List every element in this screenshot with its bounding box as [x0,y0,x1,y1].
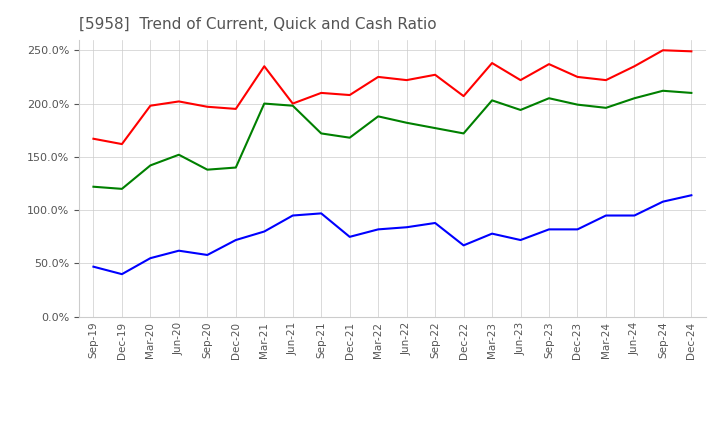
Cash Ratio [545,227,554,232]
Cash Ratio [459,243,468,248]
Current Ratio [516,77,525,83]
Cash Ratio [630,213,639,218]
Line: Quick Ratio: Quick Ratio [94,91,691,189]
Text: [5958]  Trend of Current, Quick and Cash Ratio: [5958] Trend of Current, Quick and Cash … [79,16,437,32]
Quick Ratio [573,102,582,107]
Current Ratio [146,103,155,108]
Quick Ratio [232,165,240,170]
Quick Ratio [687,90,696,95]
Quick Ratio [289,103,297,108]
Quick Ratio [117,186,126,191]
Quick Ratio [459,131,468,136]
Cash Ratio [203,252,212,257]
Current Ratio [487,60,496,66]
Cash Ratio [146,256,155,261]
Quick Ratio [402,120,411,125]
Line: Cash Ratio: Cash Ratio [94,195,691,274]
Current Ratio [687,49,696,54]
Current Ratio [431,72,439,77]
Quick Ratio [659,88,667,93]
Quick Ratio [374,114,382,119]
Quick Ratio [431,125,439,131]
Quick Ratio [203,167,212,172]
Cash Ratio [117,271,126,277]
Quick Ratio [487,98,496,103]
Cash Ratio [487,231,496,236]
Cash Ratio [89,264,98,269]
Quick Ratio [346,135,354,140]
Current Ratio [545,62,554,67]
Quick Ratio [317,131,325,136]
Cash Ratio [573,227,582,232]
Current Ratio [346,92,354,98]
Current Ratio [289,101,297,106]
Line: Current Ratio: Current Ratio [94,50,691,144]
Quick Ratio [545,95,554,101]
Current Ratio [602,77,611,83]
Current Ratio [89,136,98,141]
Cash Ratio [346,234,354,239]
Current Ratio [573,74,582,80]
Cash Ratio [659,199,667,204]
Quick Ratio [89,184,98,189]
Cash Ratio [602,213,611,218]
Quick Ratio [146,163,155,168]
Quick Ratio [516,107,525,113]
Quick Ratio [174,152,183,158]
Current Ratio [659,48,667,53]
Quick Ratio [602,105,611,110]
Cash Ratio [687,193,696,198]
Cash Ratio [232,238,240,243]
Cash Ratio [431,220,439,226]
Cash Ratio [374,227,382,232]
Cash Ratio [260,229,269,234]
Current Ratio [459,93,468,99]
Cash Ratio [174,248,183,253]
Current Ratio [117,141,126,147]
Current Ratio [317,90,325,95]
Cash Ratio [289,213,297,218]
Current Ratio [374,74,382,80]
Current Ratio [402,77,411,83]
Cash Ratio [402,224,411,230]
Current Ratio [174,99,183,104]
Cash Ratio [516,238,525,243]
Current Ratio [630,64,639,69]
Current Ratio [203,104,212,110]
Cash Ratio [317,211,325,216]
Current Ratio [232,106,240,111]
Current Ratio [260,64,269,69]
Quick Ratio [630,95,639,101]
Quick Ratio [260,101,269,106]
